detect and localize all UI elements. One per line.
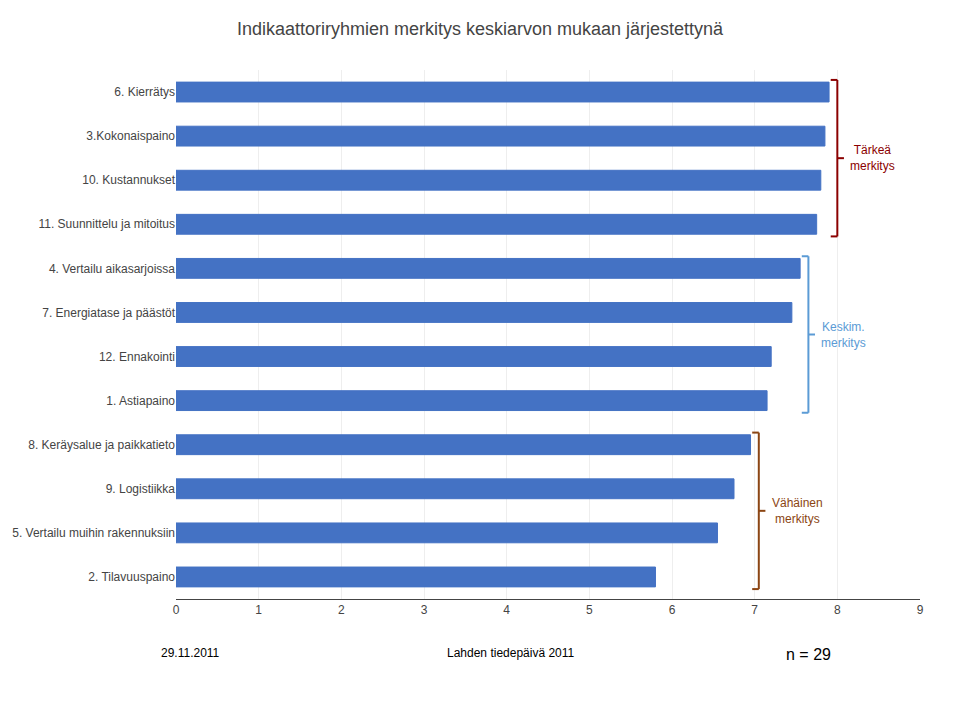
svg-text:n = 29: n = 29 <box>786 646 831 663</box>
svg-text:Lahden tiedepäivä 2011: Lahden tiedepäivä 2011 <box>447 646 575 660</box>
svg-text:9: 9 <box>917 603 924 617</box>
svg-text:5. Vertailu muihin rakennuksii: 5. Vertailu muihin rakennuksiin <box>12 526 175 540</box>
svg-text:2. Tilavuuspaino: 2. Tilavuuspaino <box>88 570 175 584</box>
svg-text:11. Suunnittelu ja mitoitus: 11. Suunnittelu ja mitoitus <box>38 217 175 231</box>
svg-text:Vähäinenmerkitys: Vähäinenmerkitys <box>772 496 823 526</box>
svg-text:8: 8 <box>834 603 841 617</box>
svg-text:Keskim.merkitys: Keskim.merkitys <box>821 320 866 350</box>
svg-text:4: 4 <box>503 603 510 617</box>
svg-text:29.11.2011: 29.11.2011 <box>161 646 220 660</box>
svg-text:5: 5 <box>586 603 593 617</box>
svg-text:8. Keräysalue ja paikkatieto: 8. Keräysalue ja paikkatieto <box>28 438 175 452</box>
svg-text:10. Kustannukset: 10. Kustannukset <box>82 173 175 187</box>
svg-text:3: 3 <box>421 603 428 617</box>
svg-text:Indikaattoriryhmien merkitys k: Indikaattoriryhmien merkitys keskiarvon … <box>237 19 724 39</box>
svg-text:0: 0 <box>173 603 180 617</box>
svg-text:Tärkeämerkitys: Tärkeämerkitys <box>850 143 895 173</box>
svg-text:4. Vertailu aikasarjoissa: 4. Vertailu aikasarjoissa <box>49 262 175 276</box>
svg-text:2: 2 <box>338 603 345 617</box>
svg-text:12. Ennakointi: 12. Ennakointi <box>99 350 175 364</box>
svg-text:9. Logistiikka: 9. Logistiikka <box>106 482 176 496</box>
svg-text:6. Kierrätys: 6. Kierrätys <box>114 85 175 99</box>
svg-text:1: 1 <box>255 603 262 617</box>
svg-text:6: 6 <box>669 603 676 617</box>
svg-text:1. Astiapaino: 1. Astiapaino <box>106 394 175 408</box>
svg-text:7. Energiatase ja päästöt: 7. Energiatase ja päästöt <box>42 306 175 320</box>
svg-text:3.Kokonaispaino: 3.Kokonaispaino <box>86 129 175 143</box>
svg-text:7: 7 <box>751 603 758 617</box>
